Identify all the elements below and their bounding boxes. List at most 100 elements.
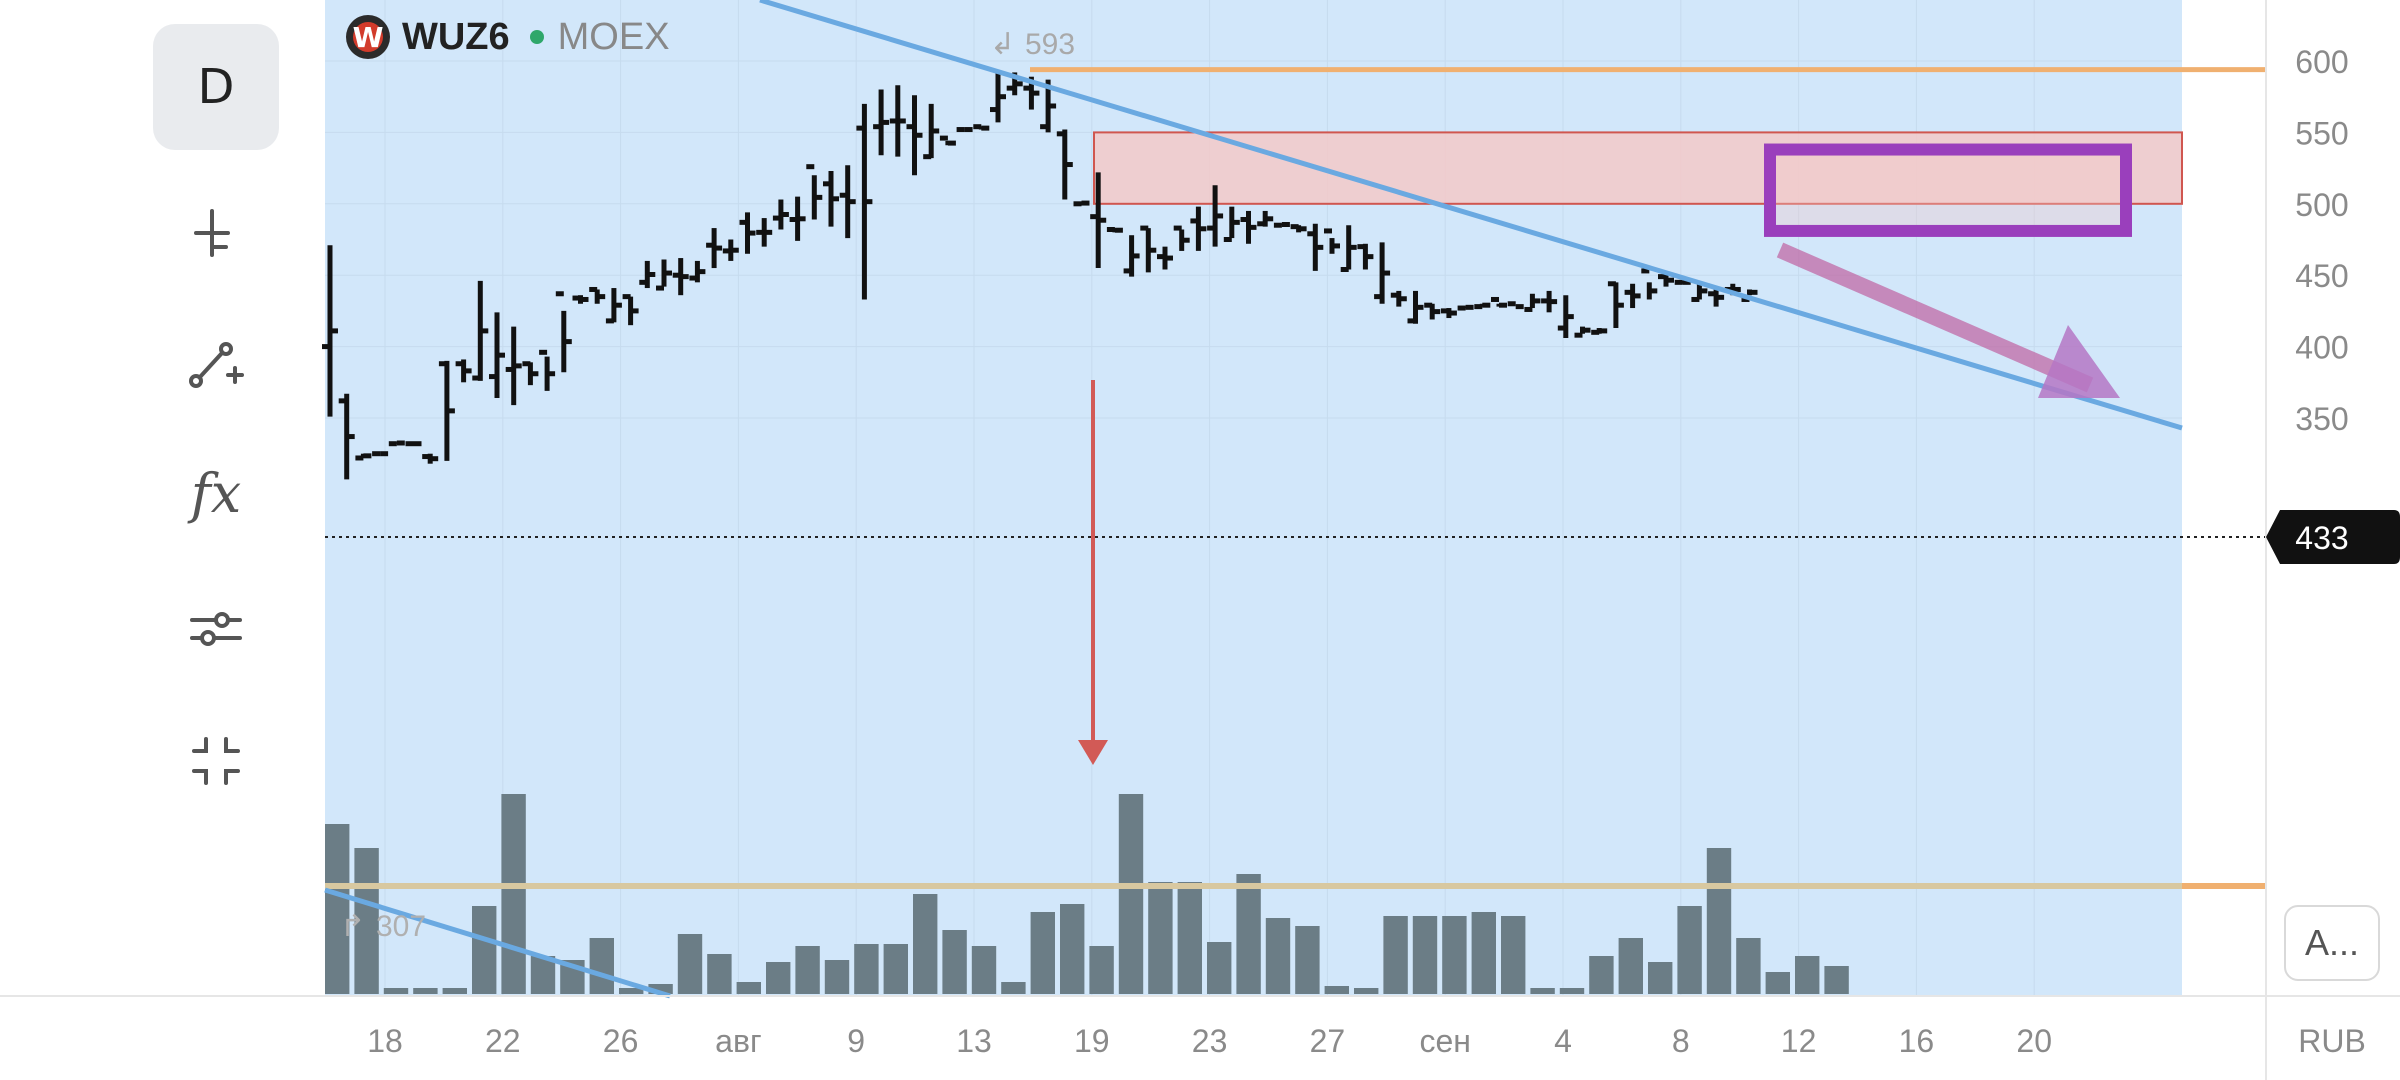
volume-bar: [413, 988, 438, 994]
period-button[interactable]: D: [153, 24, 279, 150]
volume-bar: [1354, 988, 1379, 994]
last-price-label: 433: [2295, 520, 2348, 556]
volume-bar: [824, 960, 850, 994]
x-tick-label: 23: [1192, 1023, 1228, 1059]
low-price-marker: 307: [376, 910, 426, 943]
function-icon: fx: [190, 461, 242, 525]
collapse-button[interactable]: [153, 698, 279, 824]
x-tick-label: 9: [847, 1023, 865, 1059]
x-tick-label: сен: [1419, 1023, 1470, 1059]
volume-bar: [1265, 918, 1291, 994]
x-tick-label: 4: [1554, 1023, 1572, 1059]
indicators-button[interactable]: fx: [153, 430, 279, 556]
volume-bar: [942, 930, 967, 994]
volume-bar: [1030, 912, 1055, 994]
y-tick-label: 400: [2295, 330, 2348, 366]
draw-line-icon: [189, 342, 244, 388]
volume-bar: [589, 938, 614, 994]
volume-bar: [619, 988, 644, 994]
volume-bar: [501, 794, 526, 994]
left-toolbar: D fx: [0, 0, 320, 1080]
volume-bar: [677, 934, 703, 994]
volume-bar: [1706, 848, 1732, 994]
volume-bar: [1559, 988, 1585, 994]
volume-bar: [736, 982, 761, 994]
volume-bar: [1589, 956, 1614, 994]
volume-bar: [1177, 882, 1202, 994]
crosshair-tool-button[interactable]: [153, 170, 279, 296]
volume-bar: [530, 956, 556, 994]
purple-arrow-shaft: [1776, 242, 2094, 393]
x-tick-label: авг: [715, 1023, 761, 1059]
x-tick-label: 18: [367, 1023, 403, 1059]
volume-bar: [883, 944, 908, 994]
collapse-icon: [192, 737, 240, 785]
volume-bar: [795, 946, 820, 994]
x-tick-label: 13: [956, 1023, 992, 1059]
volume-bar: [1765, 972, 1790, 994]
x-tick-label: 16: [1899, 1023, 1935, 1059]
y-tick-label: 450: [2295, 258, 2348, 294]
x-tick-label: 26: [603, 1023, 639, 1059]
x-tick-label: 12: [1781, 1023, 1817, 1059]
volume-bar: [1060, 904, 1085, 994]
volume-bar: [383, 988, 409, 994]
volume-bar: [1648, 962, 1673, 994]
red-arrow-head: [1078, 740, 1108, 765]
volume-bar: [1148, 882, 1173, 994]
settings-sliders-icon: [190, 612, 242, 646]
volume-bar: [1824, 966, 1849, 994]
y-tick-label: 600: [2295, 44, 2348, 80]
y-tick-label: 550: [2295, 115, 2348, 151]
auto-scale-button[interactable]: A...: [2284, 905, 2380, 981]
volume-bar: [1383, 916, 1408, 994]
volume-bar: [1236, 874, 1261, 994]
x-tick-label: 8: [1672, 1023, 1690, 1059]
volume-bar: [325, 824, 350, 994]
descending-trendline: [759, 0, 2183, 431]
exchange-name: MOEX: [557, 15, 670, 58]
x-tick-label: 27: [1310, 1023, 1346, 1059]
chart-settings-button[interactable]: [153, 565, 279, 691]
volume-bar: [1324, 986, 1349, 994]
y-tick-label: 350: [2295, 401, 2348, 437]
volume-bar: [1618, 938, 1643, 994]
high-price-marker: 593: [1025, 28, 1075, 61]
period-label: D: [197, 59, 235, 115]
volume-bar: [1677, 906, 1702, 994]
x-tick-label: 19: [1074, 1023, 1110, 1059]
draw-line-tool-button[interactable]: [153, 300, 279, 426]
volume-bar: [1795, 956, 1820, 994]
last-price-badge: [2266, 510, 2400, 564]
volume-bar: [913, 894, 938, 994]
x-tick-label: 22: [485, 1023, 521, 1059]
crosshair-icon: [194, 209, 230, 257]
volume-bar: [472, 906, 497, 994]
volume-bar: [1412, 916, 1438, 994]
volume-bar: [442, 988, 467, 994]
volume-bar: [1736, 938, 1761, 994]
volume-bar: [766, 962, 791, 994]
x-tick-label: 20: [2016, 1023, 2052, 1059]
currency-label: RUB: [2298, 1023, 2366, 1059]
volume-bar: [1118, 794, 1144, 994]
instrument-logo: W: [346, 15, 390, 59]
volume-bar: [1089, 946, 1114, 994]
high-marker-icon: ↲: [990, 28, 1015, 61]
low-marker-icon: ↱: [340, 910, 365, 943]
y-tick-label: 500: [2295, 187, 2348, 223]
volume-bar: [1207, 942, 1232, 994]
volume-bar: [707, 954, 732, 994]
volume-bar: [1295, 926, 1320, 994]
purple-target-box: [1764, 143, 2132, 237]
volume-bar: [354, 848, 379, 994]
volume-bar: [648, 984, 673, 994]
volume-bar: [1442, 916, 1467, 994]
purple-arrow-head: [2038, 325, 2120, 398]
market-status-icon: [529, 30, 544, 44]
lower-trendline: [324, 887, 671, 999]
instrument-header[interactable]: W WUZ6 MOEX: [346, 12, 670, 62]
volume-bar: [1001, 982, 1026, 994]
volume-bar: [971, 946, 997, 994]
